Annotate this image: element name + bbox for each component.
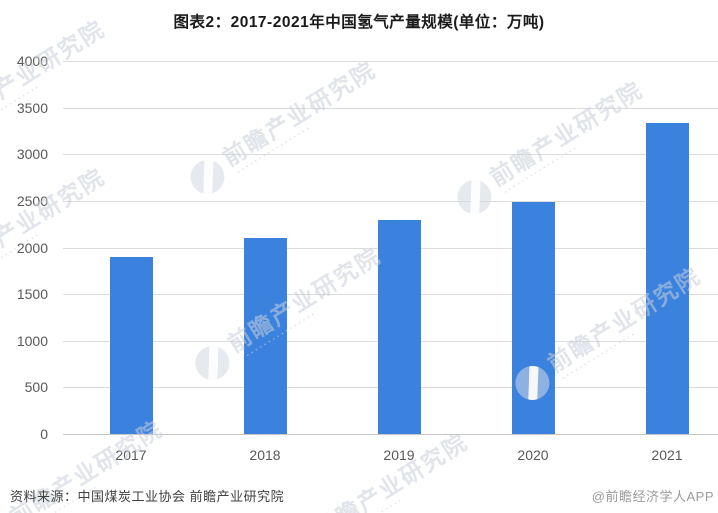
y-tick-label: 1000 <box>16 332 48 349</box>
watermark-subtext: ••••••••••••••••• <box>503 144 581 196</box>
y-tick-label: 1500 <box>16 286 48 303</box>
bar-2021 <box>645 122 689 434</box>
y-tick-label: 500 <box>24 379 48 396</box>
watermark-text-block: 前瞻产业研究院••••••••••••••••• <box>0 15 114 137</box>
gridline <box>63 200 718 202</box>
x-tick-label-2018: 2018 <box>249 447 281 463</box>
watermark-unit: 前瞻产业研究院••••••••••••••••• <box>188 242 390 387</box>
y-tick-label: 2500 <box>16 192 48 209</box>
x-axis-line <box>63 434 718 435</box>
bar-2017 <box>109 256 153 434</box>
gridline <box>63 154 718 156</box>
watermark-subtext: ••••••••••••••••• <box>236 124 314 176</box>
watermark-text: 前瞻产业研究院 <box>485 76 648 192</box>
gridline <box>63 107 718 109</box>
watermark-text: 前瞻产业研究院 <box>0 163 110 279</box>
qianzhan-logo-icon <box>183 153 231 201</box>
watermark-unit: 前瞻产业研究院••••••••••••••••• <box>183 56 385 201</box>
watermark-text-block: 前瞻产业研究院••••••••••••••••• <box>218 56 384 178</box>
source-note: 资料来源：中国煤炭工业协会 前瞻产业研究院 <box>10 489 285 504</box>
y-tick-label: 2000 <box>16 239 48 256</box>
y-tick-label: 4000 <box>16 53 48 69</box>
x-tick-label-2019: 2019 <box>383 447 415 463</box>
bar-2018 <box>243 238 287 434</box>
watermark-unit: 前瞻产业研究院••••••••••••••••• <box>0 15 114 159</box>
y-tick-label: 3000 <box>16 146 48 163</box>
x-tick-label-2017: 2017 <box>115 447 147 463</box>
x-tick-label-2021: 2021 <box>651 447 683 463</box>
qianzhan-logo-icon <box>450 173 498 221</box>
gridline <box>63 61 718 62</box>
watermark-text-block: 前瞻产业研究院••••••••••••••••• <box>0 163 114 285</box>
watermark-unit: 前瞻产业研究院••••••••••••••••• <box>276 428 477 513</box>
y-tick-label: 0 <box>40 426 48 442</box>
watermark-unit: 前瞻产业研究院••••••••••••••••• <box>450 76 652 221</box>
watermark-text-block: 前瞻产业研究院••••••••••••••••• <box>485 76 651 198</box>
y-tick-label: 3500 <box>16 99 48 116</box>
chart-title: 图表2：2017-2021年中国氢气产量规模(单位：万吨) <box>173 14 545 31</box>
bar-2019 <box>377 220 421 434</box>
bar-2020 <box>511 201 555 434</box>
qianzhan-logo-icon <box>188 339 236 387</box>
watermark-text-block: 前瞻产业研究院••••••••••••••••• <box>310 428 476 513</box>
x-tick-label-2020: 2020 <box>517 447 549 463</box>
credit: @前瞻经济学人APP <box>591 489 714 504</box>
watermark-text: 前瞻产业研究院 <box>310 428 473 513</box>
